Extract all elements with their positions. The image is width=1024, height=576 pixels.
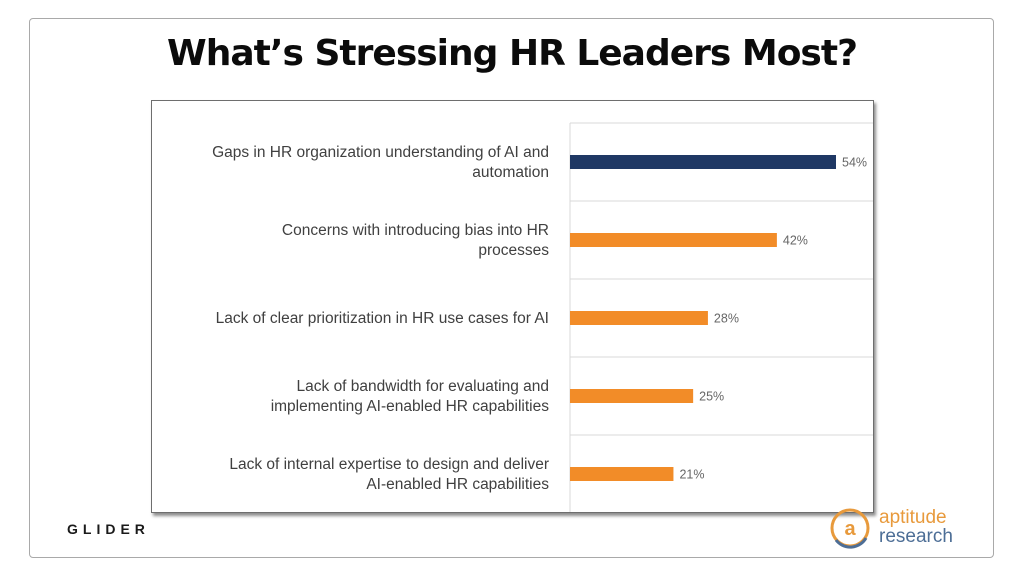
logo-word-aptitude: aptitude — [879, 507, 947, 528]
category-label: Lack of internal expertise to design and… — [229, 456, 549, 473]
category-label: AI-enabled HR capabilities — [366, 476, 549, 493]
bar — [570, 389, 694, 403]
data-label: 21% — [679, 468, 704, 482]
data-label: 25% — [699, 390, 724, 404]
data-label: 54% — [842, 156, 867, 170]
slide-title: What’s Stressing HR Leaders Most? — [167, 33, 858, 74]
category-label: Gaps in HR organization understanding of… — [212, 144, 549, 161]
data-label: 28% — [714, 312, 739, 326]
chart-container: 54% Gaps in HR organization understanding… — [151, 100, 874, 513]
logo-word-research: research — [879, 526, 953, 547]
bar — [570, 155, 836, 169]
category-label: Concerns with introducing bias into HR — [282, 222, 549, 239]
bar — [570, 311, 708, 325]
glider-brand: GLIDER — [67, 521, 150, 537]
category-label: automation — [472, 164, 549, 181]
category-label: processes — [478, 242, 549, 259]
category-label: Lack of bandwidth for evaluating and — [297, 378, 549, 395]
category-label: Lack of clear prioritization in HR use c… — [216, 310, 549, 327]
logo-glyph: a — [844, 518, 856, 540]
aptitude-logo-icon: a — [830, 508, 870, 549]
category-label: implementing AI-enabled HR capabilities — [271, 398, 550, 415]
data-label: 42% — [783, 234, 808, 248]
bar — [570, 233, 777, 247]
aptitude-research-logo: a aptitude research — [826, 506, 976, 552]
bar — [570, 467, 674, 481]
bar-chart: 54% Gaps in HR organization understanding… — [212, 122, 873, 512]
